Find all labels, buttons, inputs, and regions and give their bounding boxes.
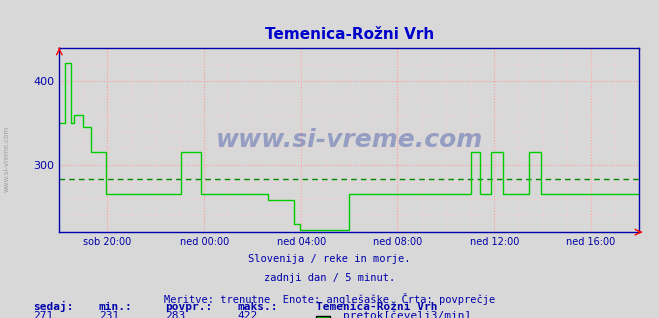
Text: maks.:: maks.: xyxy=(237,302,277,312)
Text: Slovenija / reke in morje.: Slovenija / reke in morje. xyxy=(248,254,411,264)
Text: Meritve: trenutne  Enote: anglešaške  Črta: povprečje: Meritve: trenutne Enote: anglešaške Črta… xyxy=(164,293,495,305)
Text: www.si-vreme.com: www.si-vreme.com xyxy=(215,128,483,152)
Text: min.:: min.: xyxy=(99,302,132,312)
Title: Temenica-Rožni Vrh: Temenica-Rožni Vrh xyxy=(265,27,434,42)
Text: 422: 422 xyxy=(237,311,258,318)
Text: pretok[čevelj3/min]: pretok[čevelj3/min] xyxy=(343,311,471,318)
Text: 231: 231 xyxy=(99,311,119,318)
Text: 271: 271 xyxy=(33,311,53,318)
Text: Temenica-Rožni Vrh: Temenica-Rožni Vrh xyxy=(316,302,438,312)
Text: sedaj:: sedaj: xyxy=(33,301,73,312)
Text: www.si-vreme.com: www.si-vreme.com xyxy=(3,126,9,192)
Text: povpr.:: povpr.: xyxy=(165,302,212,312)
Text: zadnji dan / 5 minut.: zadnji dan / 5 minut. xyxy=(264,273,395,283)
Text: 283: 283 xyxy=(165,311,185,318)
